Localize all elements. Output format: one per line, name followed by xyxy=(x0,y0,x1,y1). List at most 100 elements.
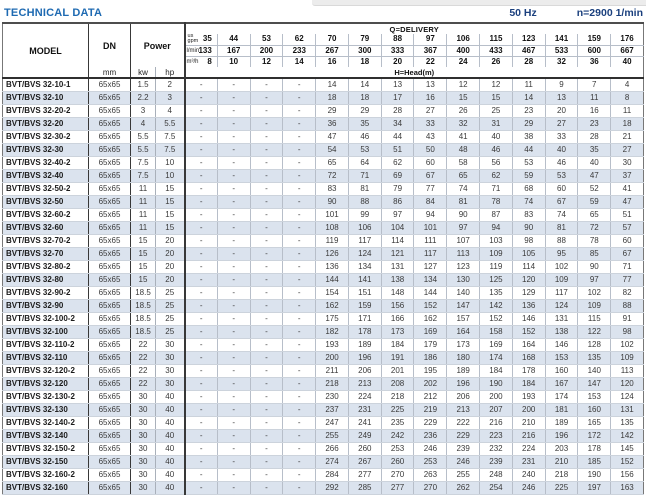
kw-cell: 30 xyxy=(130,416,156,430)
head-cell: 241 xyxy=(347,416,382,430)
head-cell: - xyxy=(184,455,218,469)
head-cell: 213 xyxy=(347,377,382,391)
hp-cell: 4 xyxy=(155,104,186,118)
head-cell: 292 xyxy=(315,481,349,495)
model-cell: BVT/BVS 32-70 xyxy=(2,247,89,261)
column-header-mm: mm xyxy=(88,67,131,78)
head-cell: - xyxy=(249,429,283,443)
head-cell: 115 xyxy=(577,312,611,326)
head-cell: - xyxy=(216,364,251,378)
kw-cell: 22 xyxy=(130,377,156,391)
usgpm-value: 53 xyxy=(249,34,283,46)
head-cell: 179 xyxy=(413,338,447,352)
head-cell: - xyxy=(184,104,218,118)
table-row: BVT/BVS 32-130-2 65x65 30 40- - - -230 224 218 21… xyxy=(2,390,644,404)
head-cell: - xyxy=(184,234,218,248)
m3h-value: 12 xyxy=(249,56,283,67)
head-cell: 8 xyxy=(610,91,644,105)
head-cell: - xyxy=(216,312,251,326)
head-cell: - xyxy=(249,351,283,365)
head-cell: - xyxy=(249,143,283,157)
head-cell: 184 xyxy=(511,377,546,391)
kw-cell: 30 xyxy=(130,442,156,456)
head-cell: 157 xyxy=(446,312,480,326)
model-cell: BVT/BVS 32-120-2 xyxy=(2,364,89,378)
kw-cell: 2.2 xyxy=(130,91,156,105)
head-cell: 51 xyxy=(380,143,414,157)
head-cell: - xyxy=(282,195,316,209)
head-cell: 9 xyxy=(544,78,578,92)
head-cell: 13 xyxy=(544,91,578,105)
table-row: BVT/BVS 32-110 65x65 22 30- - - -200 196 191 186 1… xyxy=(2,351,644,365)
head-cell: - xyxy=(249,130,283,144)
dn-cell: 65x65 xyxy=(88,442,131,456)
head-cell: - xyxy=(216,390,251,404)
head-cell: - xyxy=(249,286,283,300)
head-cell: 44 xyxy=(511,143,546,157)
head-cell: 230 xyxy=(315,390,349,404)
head-cell: 77 xyxy=(610,273,644,287)
head-cell: - xyxy=(216,143,251,157)
head-cell: 101 xyxy=(315,208,349,222)
head-cell: 165 xyxy=(577,416,611,430)
head-cell: - xyxy=(249,455,283,469)
head-cell: - xyxy=(184,403,218,417)
dn-cell: 65x65 xyxy=(88,377,131,391)
hp-cell: 25 xyxy=(155,325,186,339)
head-cell: 200 xyxy=(479,390,513,404)
head-cell: 111 xyxy=(413,234,447,248)
head-cell: 135 xyxy=(577,351,611,365)
head-cell: 60 xyxy=(413,156,447,170)
head-cell: 246 xyxy=(446,455,480,469)
head-cell: - xyxy=(249,208,283,222)
head-cell: 232 xyxy=(479,442,513,456)
head-cell: 277 xyxy=(347,468,382,482)
head-cell: 186 xyxy=(413,351,447,365)
head-cell: - xyxy=(249,182,283,196)
head-cell: - xyxy=(216,221,251,235)
table-row: BVT/BVS 32-50 65x65 11 15- - - -90 88 86 84 81 78 74… xyxy=(2,195,644,209)
head-cell: 223 xyxy=(479,429,513,443)
head-cell: 14 xyxy=(347,78,382,92)
head-cell: 196 xyxy=(347,351,382,365)
head-cell: - xyxy=(184,117,218,131)
head-cell: 102 xyxy=(577,286,611,300)
head-cell: 231 xyxy=(511,455,546,469)
head-cell: 213 xyxy=(446,403,480,417)
head-cell: 60 xyxy=(544,182,578,196)
head-cell: 208 xyxy=(380,377,414,391)
dn-cell: 65x65 xyxy=(88,273,131,287)
head-cell: - xyxy=(282,104,316,118)
head-cell: 119 xyxy=(315,234,349,248)
hp-cell: 40 xyxy=(155,390,186,404)
head-cell: - xyxy=(216,273,251,287)
head-cell: 16 xyxy=(577,104,611,118)
head-cell: 141 xyxy=(347,273,382,287)
head-cell: 64 xyxy=(347,156,382,170)
dn-cell: 65x65 xyxy=(88,221,131,235)
head-cell: - xyxy=(216,403,251,417)
head-cell: 54 xyxy=(315,143,349,157)
model-cell: BVT/BVS 32-80-2 xyxy=(2,260,89,274)
head-cell: 249 xyxy=(347,429,382,443)
head-cell: - xyxy=(249,468,283,482)
kw-cell: 18.5 xyxy=(130,286,156,300)
head-cell: 145 xyxy=(610,442,644,456)
head-cell: 74 xyxy=(446,182,480,196)
head-cell: 173 xyxy=(380,325,414,339)
head-cell: - xyxy=(184,338,218,352)
lmin-value: l/min 133 xyxy=(184,45,218,57)
head-cell: - xyxy=(184,260,218,274)
head-cell: 224 xyxy=(347,390,382,404)
m3h-value: 32 xyxy=(544,56,578,67)
head-cell: 95 xyxy=(544,247,578,261)
dn-cell: 65x65 xyxy=(88,208,131,222)
dn-cell: 65x65 xyxy=(88,403,131,417)
head-cell: 83 xyxy=(315,182,349,196)
head-cell: 26 xyxy=(446,104,480,118)
kw-cell: 11 xyxy=(130,182,156,196)
head-cell: - xyxy=(249,390,283,404)
head-cell: 117 xyxy=(544,286,578,300)
model-cell: BVT/BVS 32-150-2 xyxy=(2,442,89,456)
head-cell: 270 xyxy=(413,481,447,495)
